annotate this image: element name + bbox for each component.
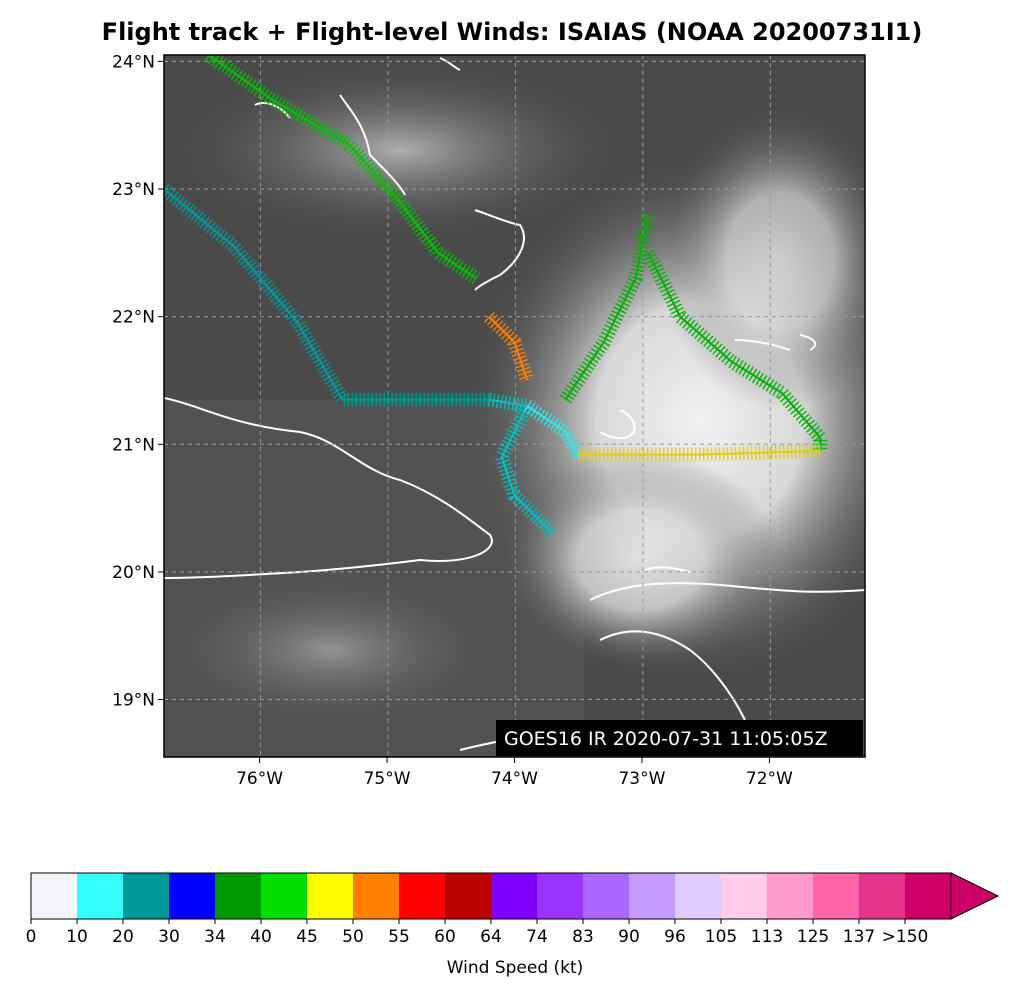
colorbar-tick-label: 55 bbox=[388, 927, 410, 947]
flight-tracks bbox=[164, 55, 828, 539]
colorbar-swatch bbox=[445, 873, 492, 919]
flight-track-line bbox=[647, 252, 822, 451]
lat-tick-label: 20°N bbox=[112, 563, 155, 583]
colorbar-tick-label: 40 bbox=[250, 927, 272, 947]
colorbar-tick-label: 125 bbox=[797, 927, 829, 947]
lon-tick-label: 74°W bbox=[491, 769, 538, 789]
flight-track-line bbox=[208, 55, 477, 280]
colorbar-tick-label: 64 bbox=[480, 927, 502, 947]
colorbar-swatch bbox=[399, 873, 446, 919]
flight-track-line bbox=[488, 398, 554, 535]
colorbar-swatch bbox=[307, 873, 354, 919]
satellite-map: 76°W 75°W 74°W 73°W 72°W 24°N 23°N 22°N 21°N 20°… bbox=[112, 52, 866, 789]
lat-tick-label: 21°N bbox=[112, 435, 155, 455]
colorbar-extend-arrow bbox=[950, 872, 1000, 920]
satellite-stamp: GOES16 IR 2020-07-31 11:05:05Z bbox=[496, 720, 863, 756]
colorbar-swatch bbox=[491, 873, 538, 919]
colorbar-swatch bbox=[123, 873, 170, 919]
colorbar-swatch bbox=[721, 873, 768, 919]
colorbar-swatch bbox=[629, 873, 676, 919]
flight-track-line bbox=[488, 315, 529, 381]
flight-track-line bbox=[526, 405, 580, 458]
colorbar-tick-label: 45 bbox=[296, 927, 318, 947]
colorbar-swatch bbox=[767, 873, 814, 919]
lon-tick-label: 75°W bbox=[364, 769, 411, 789]
lon-tick-label: 73°W bbox=[618, 769, 665, 789]
colorbar-swatch bbox=[353, 873, 400, 919]
colorbar-swatch bbox=[905, 873, 952, 919]
colorbar-tick-label: 105 bbox=[705, 927, 737, 947]
lat-tick-label: 24°N bbox=[112, 52, 155, 72]
colorbar-swatch bbox=[675, 873, 722, 919]
colorbar-swatch bbox=[537, 873, 584, 919]
colorbar-swatch bbox=[859, 873, 906, 919]
colorbar-tick-label: >150 bbox=[882, 927, 929, 947]
lon-axis: 76°W 75°W 74°W 73°W 72°W bbox=[236, 757, 793, 789]
colorbar-tick-label: 60 bbox=[434, 927, 456, 947]
colorbar-tick-label: 50 bbox=[342, 927, 364, 947]
colorbar-swatch bbox=[215, 873, 262, 919]
grid-lines bbox=[164, 55, 865, 757]
colorbar-swatch bbox=[169, 873, 216, 919]
colorbar-tick-label: 137 bbox=[843, 927, 875, 947]
colorbar-swatch bbox=[77, 873, 124, 919]
chart-title: Flight track + Flight-level Winds: ISAIA… bbox=[101, 18, 923, 46]
flight-track-line bbox=[564, 214, 650, 401]
lat-axis: 24°N 23°N 22°N 21°N 20°N 19°N bbox=[112, 52, 164, 711]
lon-tick-label: 72°W bbox=[746, 769, 793, 789]
lon-tick-label: 76°W bbox=[236, 769, 283, 789]
colorbar-tick-label: 34 bbox=[204, 927, 226, 947]
colorbar-tick-label: 30 bbox=[158, 927, 180, 947]
colorbar-tick-label: 20 bbox=[112, 927, 134, 947]
colorbar-swatch bbox=[813, 873, 860, 919]
flight-track-line bbox=[578, 449, 821, 456]
colorbar-frame bbox=[30, 872, 952, 920]
colorbar-tick-label: 10 bbox=[66, 927, 88, 947]
colorbar-tick-label: 96 bbox=[664, 927, 686, 947]
satellite-timestamp: GOES16 IR 2020-07-31 11:05:05Z bbox=[504, 728, 828, 750]
lat-tick-label: 23°N bbox=[112, 180, 155, 200]
colorbar-tick-label: 0 bbox=[26, 927, 37, 947]
colorbar-swatch bbox=[31, 873, 78, 919]
flight-track-line bbox=[164, 188, 489, 401]
colorbar-label: Wind Speed (kt) bbox=[447, 958, 584, 978]
colorbar-tick-label: 113 bbox=[751, 927, 783, 947]
colorbar-tick-label: 90 bbox=[618, 927, 640, 947]
colorbar-tick-label: 83 bbox=[572, 927, 594, 947]
colorbar-tick-label: 74 bbox=[526, 927, 548, 947]
colorbar-swatch bbox=[261, 873, 308, 919]
lat-tick-label: 22°N bbox=[112, 308, 155, 328]
lat-tick-label: 19°N bbox=[112, 691, 155, 711]
colorbar-swatch bbox=[583, 873, 630, 919]
